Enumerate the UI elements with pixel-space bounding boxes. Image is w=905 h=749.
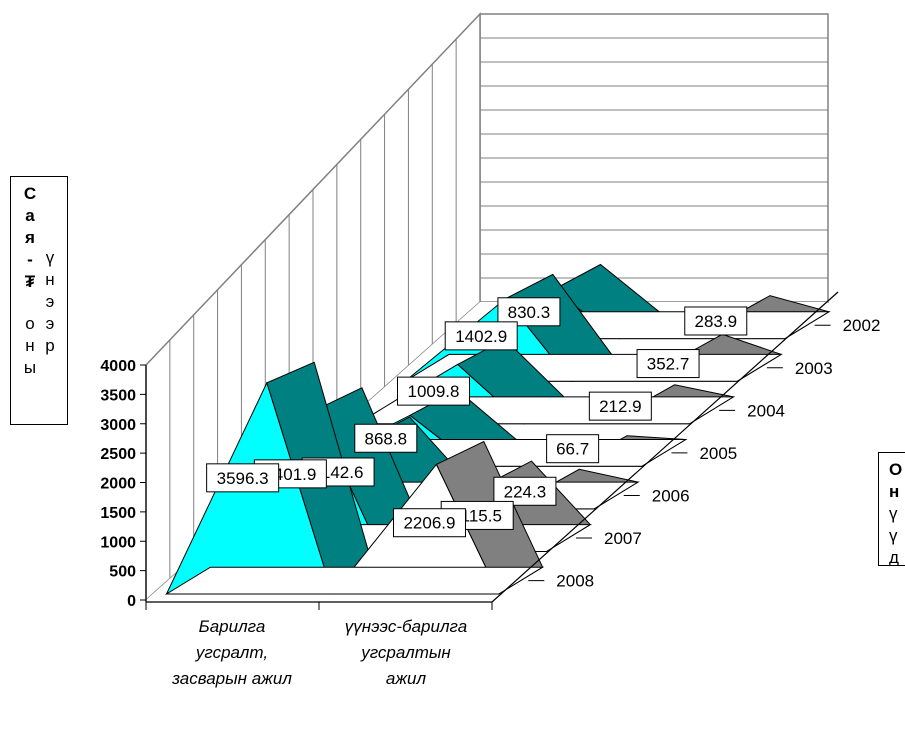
data-label-box [493, 476, 557, 506]
chart-axes: 0 500 1000 1500 2000 2500 3000 3500 4000 Барилга у… [100, 291, 839, 688]
data-label: 2206.9 [403, 514, 455, 533]
depth-tick-label: 2006 [652, 486, 690, 505]
data-label-box [546, 434, 600, 464]
data-label-box [354, 423, 418, 453]
data-label-box [396, 376, 470, 406]
data-label: 352.7 [647, 355, 690, 374]
depth-tick-label: 2007 [604, 529, 642, 548]
chart-labels: 830.3 283.9 2002 1402.9 352.7 2003 1009.8 212.9… [206, 297, 881, 591]
data-label: 830.3 [508, 303, 551, 322]
data-label-box [206, 463, 280, 493]
data-label: 868.8 [365, 429, 408, 448]
data-label-box [497, 297, 561, 327]
value-axis-tick-label: 500 [109, 564, 136, 581]
data-label: 1009.8 [407, 382, 459, 401]
depth-tick-label: 2003 [795, 359, 833, 378]
data-label: 1402.9 [455, 327, 507, 346]
x-axis-title: Он үүд [878, 452, 905, 566]
y-axis-title-col3: оны [23, 314, 37, 377]
depth-tick-label: 2005 [699, 444, 737, 463]
value-axis-tick-label: 3000 [100, 417, 136, 434]
category-tick-label: үүнээс-барилга [345, 617, 467, 636]
data-label-box [684, 306, 748, 336]
x-axis-title-col2: үүд [889, 504, 899, 566]
category-tick-label: ажил [386, 669, 427, 688]
data-label-box [588, 391, 652, 421]
value-axis-tick-label: 1500 [100, 505, 136, 522]
value-axis-tick-label: 2000 [100, 476, 136, 493]
data-label: 66.7 [556, 440, 589, 459]
value-axis-tick-label: 3500 [100, 387, 136, 404]
category-tick-label: засварын ажил [171, 669, 292, 688]
y-axis-title: Сая-₮ үнээр оны [10, 176, 68, 425]
value-axis-tick-label: 1000 [100, 534, 136, 551]
depth-tick-label: 2004 [747, 401, 785, 420]
data-label-box [444, 321, 518, 351]
depth-tick-label: 2002 [843, 316, 881, 335]
data-label: 3596.3 [217, 469, 269, 488]
data-label: 224.3 [504, 482, 547, 501]
data-label: 283.9 [694, 312, 737, 331]
depth-axis [491, 291, 839, 603]
data-label-box [392, 508, 466, 538]
depth-tick-label: 2008 [556, 572, 594, 591]
value-axis-tick-label: 4000 [100, 358, 136, 375]
value-axis-tick-label: 2500 [100, 446, 136, 463]
category-tick-label: угсралт, [195, 643, 268, 662]
value-axis-tick-label: 0 [127, 593, 136, 610]
y-axis-title-col1: Сая-₮ [23, 184, 37, 291]
data-label: 212.9 [599, 397, 642, 416]
y-axis-title-col2: үнээр [45, 248, 55, 355]
series-base [164, 566, 545, 595]
category-tick-label: угсралтын [360, 643, 451, 662]
x-axis-title-col1: Он [889, 460, 903, 501]
data-label-box [636, 349, 700, 379]
category-tick-label: Барилга [199, 617, 266, 636]
